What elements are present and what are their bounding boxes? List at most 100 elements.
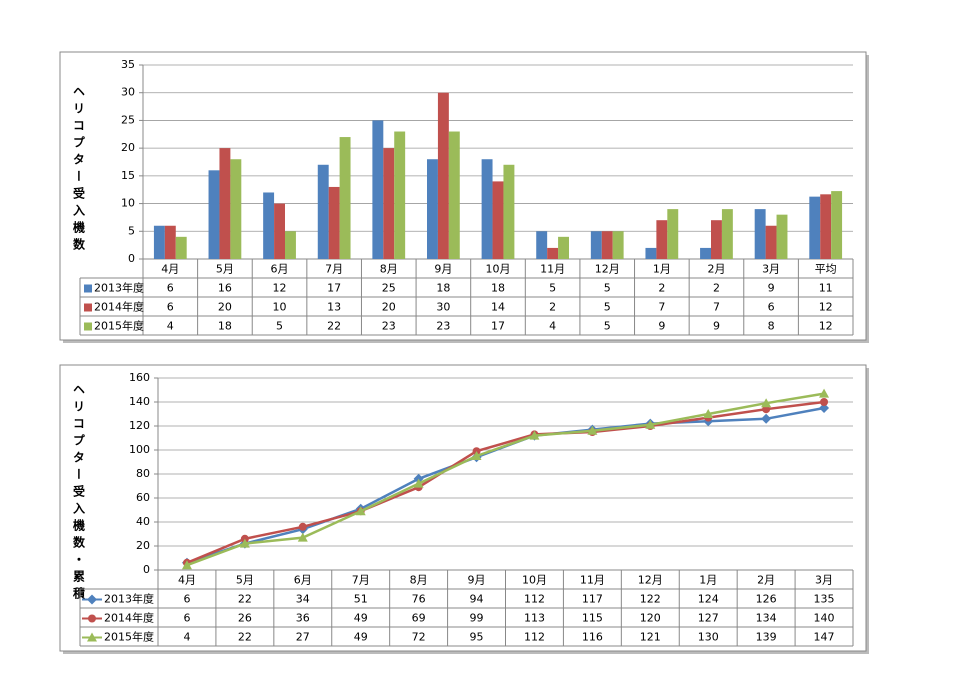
marker xyxy=(413,478,424,488)
table-value: 7 xyxy=(713,301,720,314)
table-value: 20 xyxy=(218,301,232,314)
x-tick-label: 2月 xyxy=(757,574,775,587)
x-tick-label: 9月 xyxy=(468,574,486,587)
x-tick-label: 6月 xyxy=(271,263,289,276)
bar xyxy=(601,231,613,259)
x-tick-label: 12月 xyxy=(638,574,663,587)
bar xyxy=(612,231,624,259)
table-value: 135 xyxy=(814,593,835,606)
marker xyxy=(820,398,829,406)
x-tick-label: 10月 xyxy=(486,263,511,276)
bar xyxy=(820,194,832,259)
x-tick-label: 2月 xyxy=(707,263,725,276)
y-tick-label: 20 xyxy=(121,141,135,154)
x-tick-label: 8月 xyxy=(410,574,428,587)
y-tick-label: 20 xyxy=(136,539,150,552)
x-tick-label: 8月 xyxy=(380,263,398,276)
table-value: 51 xyxy=(354,593,368,606)
bar xyxy=(590,231,602,259)
x-tick-label: 11月 xyxy=(540,263,565,276)
marker xyxy=(181,560,192,570)
bar xyxy=(492,181,504,259)
table-value: 122 xyxy=(640,593,661,606)
table-value: 124 xyxy=(698,593,719,606)
y-tick-label: 160 xyxy=(129,371,150,384)
table-value: 112 xyxy=(524,593,545,606)
legend-label: 2015年度 xyxy=(104,630,154,644)
table-value: 49 xyxy=(354,612,368,625)
table-value: 18 xyxy=(436,282,450,295)
marker xyxy=(471,451,482,460)
table-value: 9 xyxy=(713,320,720,333)
x-tick-label: 9月 xyxy=(434,263,452,276)
bar xyxy=(230,159,242,259)
table-value: 6 xyxy=(183,612,190,625)
bar xyxy=(700,247,711,259)
table-value: 4 xyxy=(183,631,190,644)
table-value: 4 xyxy=(167,320,174,333)
table-value: 6 xyxy=(183,593,190,606)
table-value: 12 xyxy=(819,320,833,333)
y-tick-label: 140 xyxy=(129,395,150,408)
table-value: 127 xyxy=(698,612,719,625)
marker xyxy=(239,538,250,548)
legend-swatch xyxy=(84,303,92,312)
table-value: 76 xyxy=(412,593,426,606)
x-tick-label: 12月 xyxy=(595,263,620,276)
table-value: 6 xyxy=(768,301,775,314)
table-value: 12 xyxy=(819,301,833,314)
marker xyxy=(761,413,772,424)
bar xyxy=(503,164,515,259)
marker xyxy=(529,430,540,440)
bar xyxy=(394,131,406,259)
table-value: 25 xyxy=(382,282,396,295)
table-value: 5 xyxy=(549,282,556,295)
table-value: 117 xyxy=(582,593,603,606)
bar xyxy=(208,170,220,259)
x-tick-label: 11月 xyxy=(580,574,605,587)
table-value: 34 xyxy=(296,593,310,606)
marker xyxy=(87,632,97,642)
y-tick-label: 60 xyxy=(136,491,150,504)
bar xyxy=(153,225,165,259)
bar xyxy=(372,120,384,259)
table-value: 22 xyxy=(327,320,341,333)
table-value: 69 xyxy=(412,612,426,625)
table-value: 5 xyxy=(604,301,611,314)
bar xyxy=(765,225,777,259)
table-value: 17 xyxy=(491,320,505,333)
line xyxy=(186,392,825,567)
marker xyxy=(587,425,598,435)
x-tick-label: 7月 xyxy=(352,574,370,587)
bar xyxy=(776,214,788,259)
bar xyxy=(263,192,275,259)
table-value: 147 xyxy=(814,631,835,644)
table-value: 2 xyxy=(658,282,665,295)
table-value: 115 xyxy=(582,612,603,625)
marker xyxy=(87,594,97,605)
table-value: 2 xyxy=(549,301,556,314)
table-value: 116 xyxy=(582,631,603,644)
table-value: 30 xyxy=(436,301,450,314)
x-tick-label: 1月 xyxy=(653,263,671,276)
y-tick-label: 30 xyxy=(121,86,135,99)
table-value: 120 xyxy=(640,612,661,625)
marker xyxy=(297,532,308,542)
chart-frame xyxy=(59,51,867,341)
table-value: 14 xyxy=(491,301,505,314)
x-tick-label: 1月 xyxy=(699,574,717,587)
table-value: 112 xyxy=(524,631,545,644)
bar xyxy=(558,236,569,259)
table-value: 20 xyxy=(382,301,396,314)
marker xyxy=(88,614,96,623)
bar xyxy=(448,131,460,259)
bar xyxy=(754,209,766,259)
y-axis-title: ヘリコプター受入機数 xyxy=(72,85,86,255)
bar xyxy=(383,148,395,259)
legend-label: 2013年度 xyxy=(94,281,144,295)
legend-label: 2014年度 xyxy=(104,611,154,625)
table-value: 36 xyxy=(296,612,310,625)
table-value: 18 xyxy=(491,282,505,295)
bar xyxy=(317,164,329,259)
